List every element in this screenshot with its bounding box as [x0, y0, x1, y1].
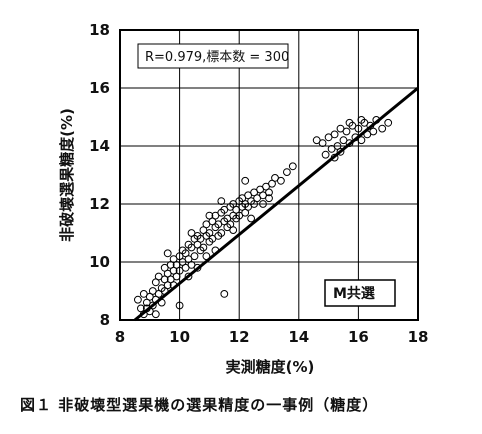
plot-frame	[119, 29, 419, 321]
fit-line-layer	[133, 86, 419, 322]
x-axis-title: 実測糖度(%)	[226, 358, 315, 376]
data-point	[160, 287, 169, 295]
data-point	[342, 127, 351, 136]
data-point	[169, 281, 178, 290]
stats-label: R=0.979,標本数 = 300	[145, 50, 289, 65]
y-tick-label: 18	[89, 21, 110, 39]
data-point	[163, 249, 172, 258]
y-tick-label: 14	[89, 137, 110, 155]
data-point	[345, 139, 354, 148]
data-point	[142, 304, 151, 313]
y-tick-label: 12	[89, 195, 110, 213]
data-point	[259, 200, 267, 208]
y-tick-labels: 8 10 12 14 16 18	[89, 21, 110, 329]
x-tick-label: 8	[115, 328, 125, 346]
data-point	[345, 118, 354, 127]
data-point	[336, 147, 345, 156]
data-point	[277, 176, 285, 185]
y-tick-label: 10	[89, 253, 110, 271]
x-tick-label: 10	[169, 328, 190, 346]
data-points	[134, 116, 393, 319]
regression-line	[133, 86, 419, 322]
group-label: M共選	[333, 285, 375, 302]
y-tick-label: 8	[100, 311, 110, 329]
y-axis-title: 非破壊選果糖度(%)	[58, 108, 76, 242]
data-point	[354, 124, 363, 133]
data-point	[175, 301, 184, 310]
grid	[120, 30, 418, 320]
x-tick-labels: 8 10 12 14 16 18	[115, 328, 429, 346]
data-point	[378, 124, 387, 133]
data-point	[321, 150, 330, 159]
data-point	[288, 162, 297, 171]
data-point	[205, 211, 214, 220]
data-point	[369, 127, 378, 136]
data-point	[265, 188, 273, 197]
data-point	[330, 130, 339, 139]
data-point	[187, 229, 196, 237]
data-point	[202, 252, 211, 261]
data-point	[134, 295, 142, 304]
scatter-chart: 8 10 12 14 16 18 8 10 12 14 16 18 R=0.979,標本数 = 30…	[58, 21, 429, 376]
group-box: M共選	[324, 279, 396, 307]
data-point	[283, 168, 291, 177]
data-point	[247, 214, 256, 223]
x-tick-label: 14	[288, 328, 309, 346]
data-point	[217, 197, 226, 206]
data-point	[372, 116, 381, 124]
data-point	[217, 229, 226, 237]
data-point	[151, 310, 160, 319]
data-point	[184, 272, 193, 281]
data-point	[211, 246, 220, 255]
data-point	[357, 116, 366, 124]
data-point	[190, 252, 199, 261]
data-point	[241, 176, 250, 185]
data-point	[265, 194, 273, 203]
data-point	[199, 243, 208, 252]
stats-box: R=0.979,標本数 = 300	[137, 43, 289, 69]
data-point	[229, 226, 238, 235]
data-point	[220, 290, 229, 298]
x-tick-label: 16	[348, 328, 369, 346]
x-tick-label: 12	[229, 328, 250, 346]
data-point	[193, 263, 202, 272]
x-tick-label: 18	[408, 328, 429, 346]
data-point	[330, 153, 339, 162]
y-tick-label: 16	[89, 79, 110, 97]
data-point	[357, 136, 366, 145]
data-point	[157, 298, 166, 307]
data-point	[318, 139, 327, 148]
figure-caption: 図１ 非破壊型選果機の選果精度の一事例（糖度）	[20, 396, 379, 414]
data-point	[384, 118, 393, 127]
